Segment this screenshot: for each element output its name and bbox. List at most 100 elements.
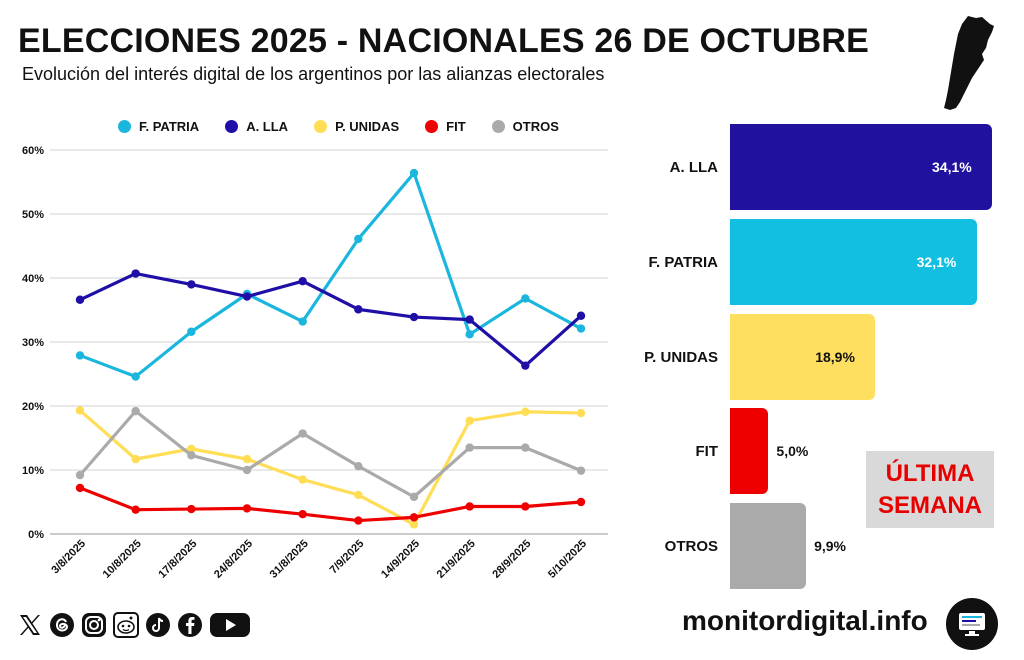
data-point [409,312,419,322]
bar-row: FIT 5,0% [620,408,1024,494]
legend-item: OTROS [491,119,559,134]
data-point [576,466,586,475]
bar-chart: A. LLA 34,1% F. PATRIA 32,1% P. UNIDAS 18,9% F… [620,118,1024,598]
site-url[interactable]: monitordigital.info [682,605,928,636]
data-point [75,470,85,480]
facebook-icon[interactable] [176,611,204,639]
data-point [521,502,530,511]
x-tick-label: 28/9/2025 [490,538,533,581]
bar-value-label: 5,0% [776,443,809,459]
data-point [298,475,307,484]
y-tick-label: 50% [22,209,44,221]
data-point [298,429,307,438]
series-line [78,271,583,368]
line-chart: 0% 10% 20% 30% 40% 50% 60% 3/8/2025 10/8/2025 17/… [22,145,608,581]
bar-row: A. LLA 34,1% [620,124,1024,210]
data-point [576,497,586,507]
y-tick-label: 30% [22,337,44,349]
ultima-semana-badge: ÚLTIMA SEMANA [866,451,994,528]
data-point [409,513,419,522]
x-icon[interactable] [16,611,44,639]
data-point [131,269,140,278]
data-point [465,330,474,339]
x-tick-label: 3/8/2025 [49,538,88,577]
y-tick-label: 40% [22,273,44,285]
monitor-logo-icon [946,598,998,650]
bar [730,124,992,210]
bar-label: F. PATRIA [648,253,718,271]
series-line [78,409,583,499]
bar-value-label: 32,1% [916,254,957,270]
bar-label: A. LLA [669,158,718,176]
data-point [131,372,140,381]
x-tick-label: 14/9/2025 [379,538,422,581]
x-tick-label: 17/8/2025 [156,538,199,581]
page-title: ELECCIONES 2025 - NACIONALES 26 DE OCTUB… [18,22,870,60]
data-point [465,416,474,425]
x-tick-label: 5/10/2025 [546,538,589,581]
data-point [465,502,474,511]
data-point [576,324,586,333]
data-point [354,490,363,500]
reddit-icon[interactable] [112,611,140,639]
legend-item: FIT [425,119,466,134]
threads-icon[interactable] [48,611,76,639]
legend-marker [225,119,239,133]
legend-label: FIT [446,118,466,134]
data-point [187,451,196,460]
data-point [131,406,140,416]
bar [730,503,807,589]
page-subtitle: Evolución del interés digital de los arg… [22,64,605,84]
data-point [354,461,363,471]
tiktok-icon[interactable] [144,611,172,639]
data-point [354,305,363,314]
data-point [521,361,530,370]
data-point [75,406,85,415]
data-point [576,408,586,418]
legend-item: A. LLA [225,119,288,134]
data-point [187,327,196,336]
data-point [242,504,252,513]
legend-marker [118,119,131,133]
data-point [354,234,363,244]
badge-line-2: SEMANA [877,491,982,519]
data-point [242,292,252,301]
data-point [409,492,419,502]
legend-item: F. PATRIA [118,119,199,134]
bar-label: OTROS [664,537,718,555]
legend-label: F. PATRIA [139,118,200,134]
data-point [521,407,530,416]
social-icons [16,610,256,640]
data-point [242,465,252,475]
data-point [465,315,474,324]
bar-label: FIT [695,442,719,460]
data-point [187,444,196,454]
data-point [409,168,419,178]
y-tick-label: 60% [22,145,44,157]
legend-label: P. UNIDAS [335,118,400,134]
data-point [521,443,530,452]
chart-legend: F. PATRIA A. LLA P. UNIDAS FIT OTROS [118,116,585,136]
data-point [131,454,140,464]
x-tick-label: 7/9/2025 [328,538,367,577]
bar-value-label: 18,9% [815,349,855,365]
series-line [78,171,583,379]
instagram-icon[interactable] [80,611,108,639]
data-point [75,351,85,360]
y-tick-label: 10% [22,465,44,477]
data-point [409,520,419,529]
series-line [78,486,583,523]
bar-value-label: 9,9% [814,538,846,554]
bar [730,219,977,305]
youtube-icon[interactable] [208,611,252,639]
legend-marker [491,119,505,133]
bar [730,408,769,494]
x-tick-label: 31/8/2025 [268,538,311,581]
data-point [187,504,196,514]
data-point [298,277,307,286]
bar-row: P. UNIDAS 18,9% [620,314,1024,400]
data-point [298,317,307,326]
data-point [131,505,140,514]
data-point [521,294,530,303]
bar [730,314,876,400]
